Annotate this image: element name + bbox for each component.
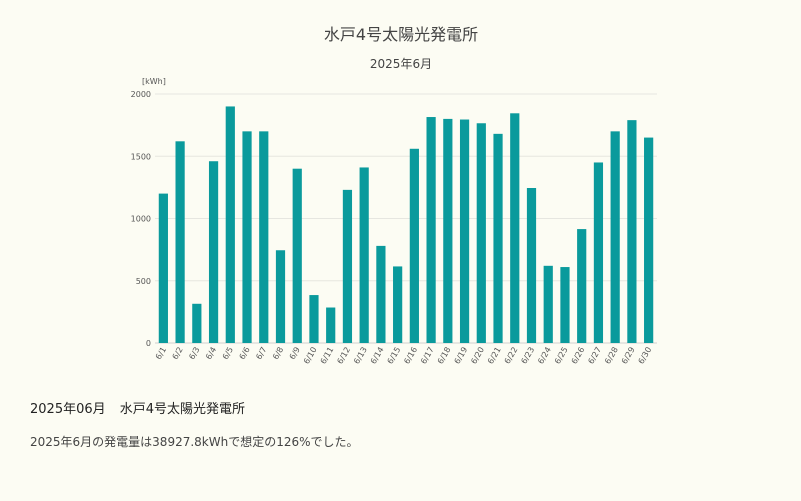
x-tick-label: 6/24 <box>536 346 553 366</box>
bar <box>593 162 604 343</box>
x-tick-label: 6/17 <box>419 346 436 366</box>
x-tick-label: 6/22 <box>503 346 520 366</box>
y-tick-label: 0 <box>146 339 151 348</box>
chart-subtitle: 2025年6月 <box>370 57 432 71</box>
bar <box>459 119 470 344</box>
x-tick-label: 6/26 <box>570 346 587 366</box>
bar <box>610 131 620 343</box>
bar <box>309 295 319 343</box>
summary-period: 2025年06月 <box>30 402 106 417</box>
x-tick-label: 6/29 <box>620 346 637 366</box>
bar <box>409 148 419 343</box>
x-tick-label: 6/19 <box>453 346 470 366</box>
bar <box>577 229 587 343</box>
bar <box>627 120 637 344</box>
summary-plant-name: 水戸4号太陽光発電所 <box>119 402 246 417</box>
bar <box>259 131 269 343</box>
bar <box>158 193 168 343</box>
bar <box>292 168 302 343</box>
bar <box>342 189 353 343</box>
y-axis-unit-label: [kWh] <box>142 77 166 86</box>
bar <box>175 141 185 343</box>
x-tick-label: 6/18 <box>436 346 453 366</box>
y-tick-label: 1500 <box>131 152 151 161</box>
bar <box>192 303 202 343</box>
summary-section: 2025年06月 水戸4号太陽光発電所 2025年6月の発電量は38927.8k… <box>30 398 770 450</box>
x-tick-label: 6/11 <box>319 346 336 366</box>
x-tick-label: 6/8 <box>271 346 285 362</box>
y-tick-label: 2000 <box>131 90 151 99</box>
x-tick-label: 6/9 <box>288 346 302 362</box>
x-tick-label: 6/21 <box>486 346 503 366</box>
summary-text: 2025年6月の発電量は38927.8kWhで想定の126%でした。 <box>30 435 359 449</box>
x-tick-label: 6/4 <box>204 346 218 362</box>
bar <box>326 307 336 343</box>
x-tick-label: 6/6 <box>238 346 252 362</box>
x-tick-label: 6/13 <box>352 346 369 366</box>
x-tick-label: 6/12 <box>335 346 352 366</box>
x-tick-label: 6/25 <box>553 346 570 366</box>
bar <box>560 267 570 343</box>
bar <box>426 117 436 343</box>
x-tick-label: 6/20 <box>469 346 486 366</box>
x-tick-label: 6/2 <box>171 346 185 362</box>
x-tick-label: 6/14 <box>369 346 386 366</box>
chart-title: 水戸4号太陽光発電所 <box>324 25 478 44</box>
x-tick-label: 6/28 <box>603 346 620 366</box>
x-tick-label: 6/1 <box>154 346 168 362</box>
bar <box>644 137 654 343</box>
bar-chart: 水戸4号太陽光発電所 2025年6月 [kWh] 0 500 1000 1500 200… <box>131 25 657 366</box>
x-tick-label: 6/7 <box>254 346 268 362</box>
y-tick-label: 1000 <box>131 215 151 224</box>
x-axis-ticks: 6/1 6/2 6/3 6/4 6/5 6/6 6/7 6/8 6/9 6/10 6/11 6/12 6… <box>154 346 653 366</box>
gridlines <box>155 93 657 344</box>
x-tick-label: 6/30 <box>637 346 654 366</box>
bar <box>242 131 252 343</box>
bar <box>359 167 369 343</box>
bar <box>493 133 503 343</box>
x-tick-label: 6/3 <box>187 346 201 362</box>
y-tick-label: 500 <box>136 277 151 286</box>
bar <box>393 266 403 343</box>
bar <box>476 123 486 343</box>
x-tick-label: 6/16 <box>402 346 419 366</box>
bar <box>376 245 386 343</box>
bar <box>510 113 520 343</box>
y-axis-ticks: 0 500 1000 1500 2000 <box>131 90 151 348</box>
bar <box>275 250 286 343</box>
x-tick-label: 6/5 <box>221 346 235 362</box>
x-tick-label: 6/10 <box>302 346 319 366</box>
bar <box>208 161 219 343</box>
bars <box>158 106 654 344</box>
summary-heading: 2025年06月 水戸4号太陽光発電所 <box>30 398 770 417</box>
x-tick-label: 6/23 <box>519 346 536 366</box>
x-tick-label: 6/15 <box>386 346 403 366</box>
bar <box>443 118 453 344</box>
bar <box>526 187 537 343</box>
bar <box>543 265 553 343</box>
bar <box>225 106 235 343</box>
x-tick-label: 6/27 <box>586 346 603 366</box>
